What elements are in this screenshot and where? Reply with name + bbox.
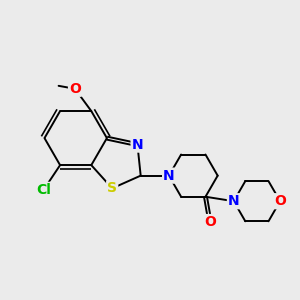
Text: N: N xyxy=(228,194,239,208)
Text: S: S xyxy=(107,181,117,195)
Text: Cl: Cl xyxy=(36,183,51,197)
Text: O: O xyxy=(69,82,81,96)
Text: O: O xyxy=(274,194,286,208)
Text: N: N xyxy=(163,169,175,183)
Text: O: O xyxy=(204,215,216,229)
Text: N: N xyxy=(132,138,143,152)
